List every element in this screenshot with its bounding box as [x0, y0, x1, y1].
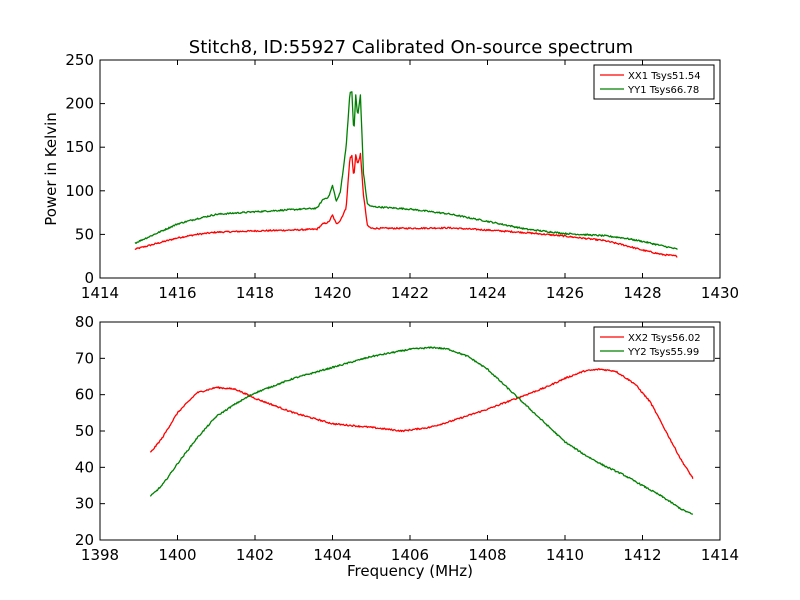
bottom-xtick-label-6: 1410 [546, 546, 584, 564]
bottom-ytick-label-5: 70 [75, 349, 94, 367]
top-legend-label-2: YY1 Tsys66.78 [627, 85, 699, 96]
bottom-ytick-label-3: 50 [75, 422, 94, 440]
top-ytick-label-4: 200 [65, 95, 94, 113]
bottom-xtick-label-1: 1400 [158, 546, 196, 564]
bottom-ytick-label-4: 60 [75, 386, 94, 404]
bottom-xlabel: Frequency (MHz) [347, 562, 473, 580]
bottom-xtick-label-2: 1402 [236, 546, 274, 564]
bottom-spectrum-chart: 1398 1400 1402 1404 1406 1408 1410 1412 1414 20 30… [75, 313, 739, 580]
bottom-ytick-label-6: 80 [75, 313, 94, 331]
top-spectrum-chart: 1414 1416 1418 1420 1422 1424 1426 1428 1430 0 50 1… [42, 51, 739, 302]
top-xtick-label-5: 1424 [468, 284, 506, 302]
top-legend-box [593, 64, 715, 100]
bottom-xtick-label-3: 1404 [313, 546, 351, 564]
top-xtick-label-6: 1426 [546, 284, 584, 302]
figure-title: Stitch8, ID:55927 Calibrated On-source s… [189, 37, 633, 58]
bottom-xtick-label-7: 1412 [623, 546, 661, 564]
top-ytick-label-1: 50 [75, 225, 94, 243]
top-ytick-label-0: 0 [84, 269, 94, 287]
top-ylabel: Power in Kelvin [42, 112, 60, 226]
bottom-legend-box [593, 326, 715, 362]
top-series-line-1 [134, 152, 678, 258]
top-xtick-label-1: 1416 [158, 284, 196, 302]
bottom-ytick-label-0: 20 [75, 531, 94, 549]
top-ytick-label-5: 250 [65, 51, 94, 69]
bottom-series-line-2 [149, 346, 694, 515]
bottom-ytick-label-2: 40 [75, 458, 94, 476]
top-ytick-label-3: 150 [65, 138, 94, 156]
bottom-series-line-1 [149, 368, 694, 479]
bottom-ytick-label-1: 30 [75, 495, 94, 513]
top-xtick-label-3: 1420 [313, 284, 351, 302]
top-series-group [134, 91, 678, 258]
bottom-legend: XX2 Tsys56.02 YY2 Tsys55.99 [593, 326, 715, 362]
bottom-series-group [149, 346, 694, 515]
bottom-legend-label-2: YY2 Tsys55.99 [627, 347, 699, 358]
top-xtick-label-0: 1414 [81, 284, 119, 302]
bottom-xtick-label-5: 1408 [468, 546, 506, 564]
bottom-legend-label-1: XX2 Tsys56.02 [628, 333, 701, 344]
top-xtick-label-2: 1418 [236, 284, 274, 302]
top-ytick-label-2: 100 [65, 182, 94, 200]
top-legend-label-1: XX1 Tsys51.54 [628, 71, 701, 82]
top-legend: XX1 Tsys51.54 YY1 Tsys66.78 [593, 64, 715, 100]
top-xtick-label-7: 1428 [623, 284, 661, 302]
bottom-xtick-label-0: 1398 [81, 546, 119, 564]
top-xtick-label-4: 1422 [391, 284, 429, 302]
top-series-line-2 [134, 91, 678, 250]
bottom-xtick-label-8: 1414 [701, 546, 739, 564]
bottom-xtick-label-4: 1406 [391, 546, 429, 564]
top-xtick-label-8: 1430 [701, 284, 739, 302]
